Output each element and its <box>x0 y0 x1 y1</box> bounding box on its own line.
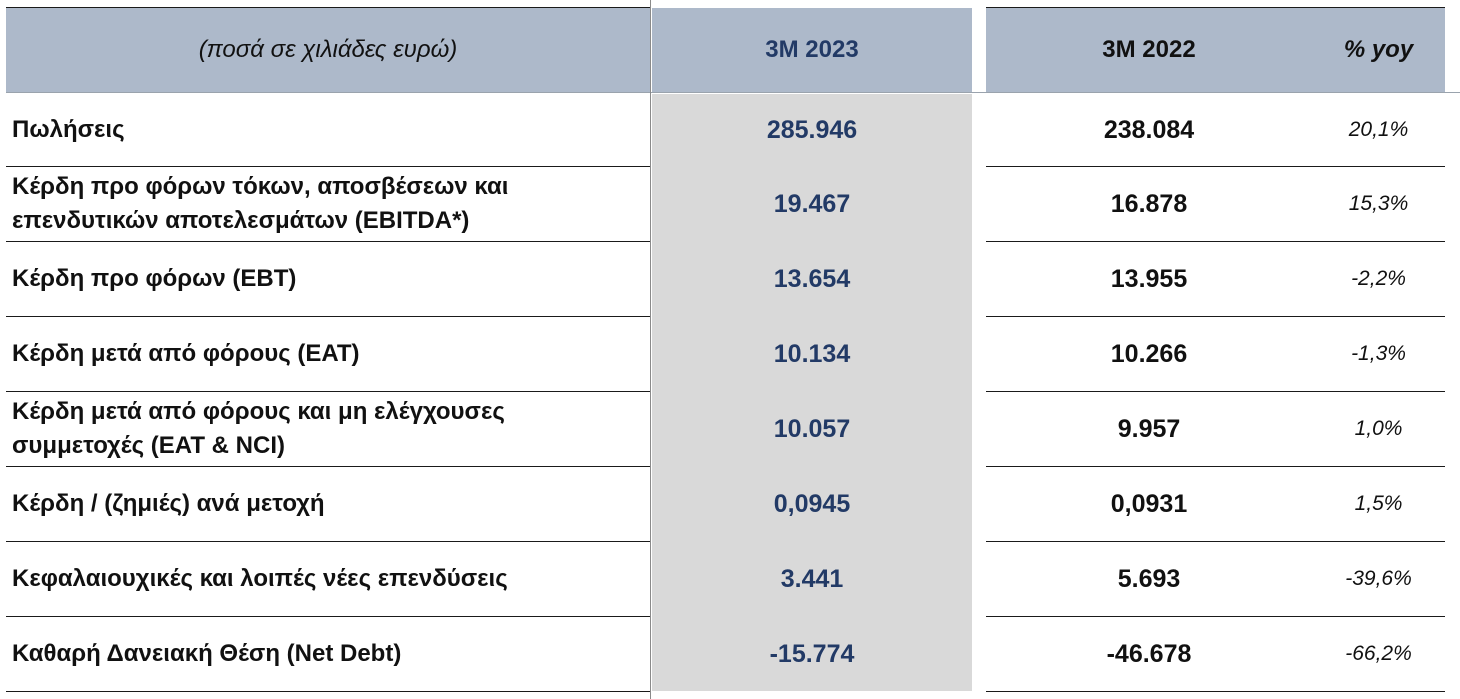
row-yoy-change: -1,3% <box>1351 342 1406 365</box>
row-divider <box>986 616 1445 617</box>
row-current-value: 285.946 <box>766 115 858 144</box>
table-row: Πωλήσεις 285.946 238.084 20,1% <box>0 94 1460 166</box>
table-row: Κέρδη / (ζημιές) ανά μετοχή 0,0945 0,093… <box>0 467 1460 541</box>
row-current-value: 10.057 <box>773 414 851 443</box>
header-current-period: 3M 2023 <box>765 36 859 63</box>
row-divider <box>986 691 1445 692</box>
row-divider <box>986 391 1445 392</box>
row-previous-value: 10.266 <box>1110 339 1188 368</box>
row-divider <box>986 466 1445 467</box>
row-divider <box>6 691 650 692</box>
row-previous-value: -46.678 <box>1106 639 1192 668</box>
row-label: Κέρδη μετά από φόρους (EAT) <box>12 340 360 367</box>
column-divider <box>650 0 651 699</box>
header-cell-previous-bg <box>986 8 1445 92</box>
row-label: Κέρδη προ φόρων τόκων, αποσβέσεων και επ… <box>12 173 509 234</box>
row-current-value: 0,0945 <box>773 489 851 518</box>
row-divider <box>6 391 650 392</box>
header-bottom-rule <box>6 92 1460 93</box>
table-row: Καθαρή Δανειακή Θέση (Net Debt) -15.774 … <box>0 617 1460 691</box>
header-top-rule-left <box>6 7 650 8</box>
header-previous-period: 3M 2022 <box>1102 36 1196 63</box>
row-previous-value: 0,0931 <box>1110 489 1188 518</box>
row-previous-value: 5.693 <box>1117 564 1181 593</box>
row-current-value: -15.774 <box>769 639 855 668</box>
row-yoy-change: 20,1% <box>1348 118 1409 141</box>
header-units-label: (ποσά σε χιλιάδες ευρώ) <box>198 36 458 63</box>
row-divider <box>6 166 650 167</box>
header-cell-current-bg <box>652 8 972 92</box>
row-yoy-change: -2,2% <box>1351 267 1406 290</box>
row-divider <box>986 316 1445 317</box>
row-label: Πωλήσεις <box>12 116 125 143</box>
row-previous-value: 16.878 <box>1110 189 1188 218</box>
row-divider <box>986 166 1445 167</box>
row-divider <box>6 241 650 242</box>
row-divider <box>6 316 650 317</box>
row-divider <box>986 241 1445 242</box>
table-row: Κέρδη προ φόρων (EBT) 13.654 13.955 -2,2… <box>0 242 1460 316</box>
row-yoy-change: -39,6% <box>1345 567 1412 590</box>
current-period-column-shading <box>652 94 972 691</box>
table-row: Κέρδη προ φόρων τόκων, αποσβέσεων και επ… <box>0 167 1460 241</box>
header-cell-label-bg <box>6 8 650 92</box>
row-yoy-change: 15,3% <box>1348 192 1409 215</box>
row-current-value: 19.467 <box>773 189 851 218</box>
row-current-value: 13.654 <box>773 264 851 293</box>
row-previous-value: 238.084 <box>1103 115 1195 144</box>
row-current-value: 10.134 <box>773 339 851 368</box>
row-label: Κεφαλαιουχικές και λοιπές νέες επενδύσει… <box>12 565 508 592</box>
row-yoy-change: -66,2% <box>1345 642 1412 665</box>
row-divider <box>6 466 650 467</box>
row-yoy-change: 1,0% <box>1354 417 1403 440</box>
table-row: Κέρδη μετά από φόρους (EAT) 10.134 10.26… <box>0 317 1460 391</box>
row-yoy-change: 1,5% <box>1354 492 1403 515</box>
header-yoy: % yoy <box>1343 36 1414 63</box>
row-divider <box>6 541 650 542</box>
row-divider <box>986 541 1445 542</box>
row-divider <box>6 616 650 617</box>
row-current-value: 3.441 <box>780 564 844 593</box>
row-label: Κέρδη προ φόρων (EBT) <box>12 265 297 292</box>
row-label: Καθαρή Δανειακή Θέση (Net Debt) <box>12 640 402 667</box>
row-label: Κέρδη μετά από φόρους και μη ελέγχουσες … <box>12 398 505 459</box>
table-row: Κέρδη μετά από φόρους και μη ελέγχουσες … <box>0 392 1460 466</box>
row-previous-value: 13.955 <box>1110 264 1188 293</box>
row-previous-value: 9.957 <box>1117 414 1181 443</box>
row-label: Κέρδη / (ζημιές) ανά μετοχή <box>12 490 325 517</box>
header-top-rule-right <box>986 7 1445 8</box>
table-row: Κεφαλαιουχικές και λοιπές νέες επενδύσει… <box>0 542 1460 616</box>
